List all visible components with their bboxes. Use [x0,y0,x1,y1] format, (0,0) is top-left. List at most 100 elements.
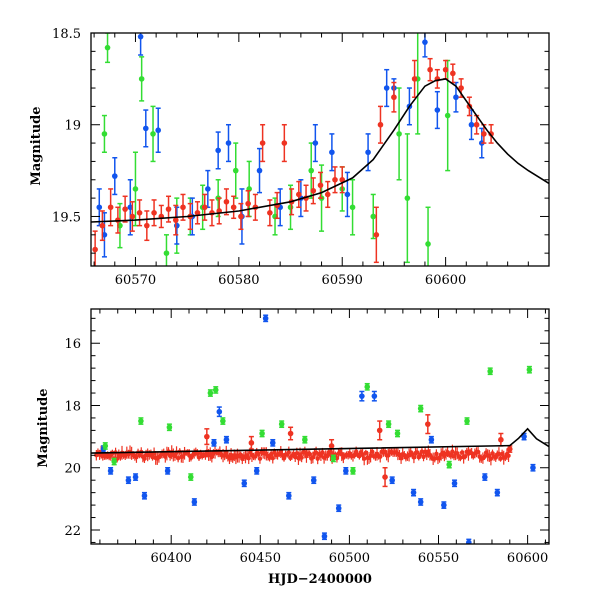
blue-data-point [422,39,428,45]
bottom-ylabel: Magnitude [36,388,51,467]
plot-area [91,33,549,266]
red-data-point [165,206,172,212]
blue-data-point [466,539,472,544]
blue-data-point [286,492,292,499]
red-data-point [122,206,128,212]
red-data-point [223,198,230,205]
blue-data-point [521,433,527,440]
green-data-point [287,204,294,211]
plot-frame [90,32,550,267]
blue-data-point [321,533,328,540]
blue-data-point [137,33,144,40]
green-data-point [302,436,308,443]
green-data-point [138,418,144,424]
blue-data-point [335,505,342,512]
red-data-point [204,433,210,440]
blue-data-point [365,149,371,156]
red-data-point [92,246,98,253]
red-data-point [107,204,114,211]
green-data-point [464,418,470,424]
blue-data-point [310,477,317,483]
y-tick-label: 18.5 [52,27,81,42]
green-data-point [396,131,402,137]
x-tick-label: 60450 [240,551,281,566]
blue-data-point [441,502,447,508]
green-data-point [278,421,285,427]
red-data-point [332,176,338,183]
blue-data-point [155,127,162,134]
green-data-point [220,418,226,424]
red-data-point [245,200,251,207]
model-curve [91,78,549,223]
green-data-point [166,424,173,431]
blue-data-point [191,499,198,505]
red-data-point [144,222,150,229]
red-data-point [481,131,487,137]
green-data-point [101,131,108,137]
y-tick-label: 22 [64,524,81,539]
blue-data-point [205,186,211,192]
blue-data-point [223,436,230,443]
red-data-point [281,140,288,146]
red-band-point [488,456,494,461]
red-data-point [259,140,266,146]
red-band-point [286,450,292,455]
blue-data-point [359,393,365,399]
red-band-point [246,455,251,461]
red-data-point [151,209,157,216]
blue-data-point [256,167,263,174]
green-data-point [138,76,145,82]
green-data-point [526,366,533,373]
blue-data-point [417,499,424,505]
green-data-point [349,204,356,211]
y-tick-label: 19 [64,119,81,134]
panel-zoomed-light-curve: 60570 60580 60590 60600 18.5 19 19.5 [52,27,550,288]
red-data-point [382,474,388,480]
blue-data-point [211,440,217,446]
y-tick-label: 16 [64,337,81,352]
green-data-point [350,468,356,474]
blue-data-point [111,173,118,179]
red-data-point [427,66,433,73]
blue-data-point [329,149,335,156]
x-tick-label: 60400 [151,551,192,566]
red-data-point [99,222,106,229]
red-data-point [458,85,464,91]
red-data-point [201,204,208,211]
blue-data-point [225,140,232,146]
red-data-point [377,121,384,128]
green-data-point [259,430,265,437]
green-data-point [187,474,194,480]
blue-data-point [453,94,459,101]
green-data-point [404,195,411,201]
green-data-point [163,250,170,256]
blue-data-point [494,489,501,496]
blue-data-point [451,480,458,487]
blue-data-point [269,440,276,446]
green-data-point [370,213,377,220]
green-data-point [444,112,451,119]
bottom-xlabel: HJD−2400000 [268,572,372,587]
x-tick-label: 60600 [425,273,466,288]
red-data-point [194,209,201,216]
blue-data-point [410,489,417,496]
x-tick-label: 60500 [329,551,370,566]
red-data-point [506,446,513,452]
x-tick-label: 60580 [218,273,259,288]
red-data-point [172,217,179,223]
red-band-point [370,449,375,454]
blue-data-point [96,204,103,211]
red-data-point [310,187,317,194]
blue-data-point [253,468,260,474]
blue-data-point [468,121,475,128]
green-data-point [102,443,109,449]
red-data-point [442,66,449,73]
blue-data-point [215,147,221,154]
y-tick-label: 20 [64,462,81,477]
blue-data-point [530,464,536,471]
top-ylabel: Magnitude [29,106,44,185]
blue-data-point [107,468,114,474]
red-data-point [376,427,383,434]
red-data-point [324,191,331,198]
red-band-point [414,450,420,455]
